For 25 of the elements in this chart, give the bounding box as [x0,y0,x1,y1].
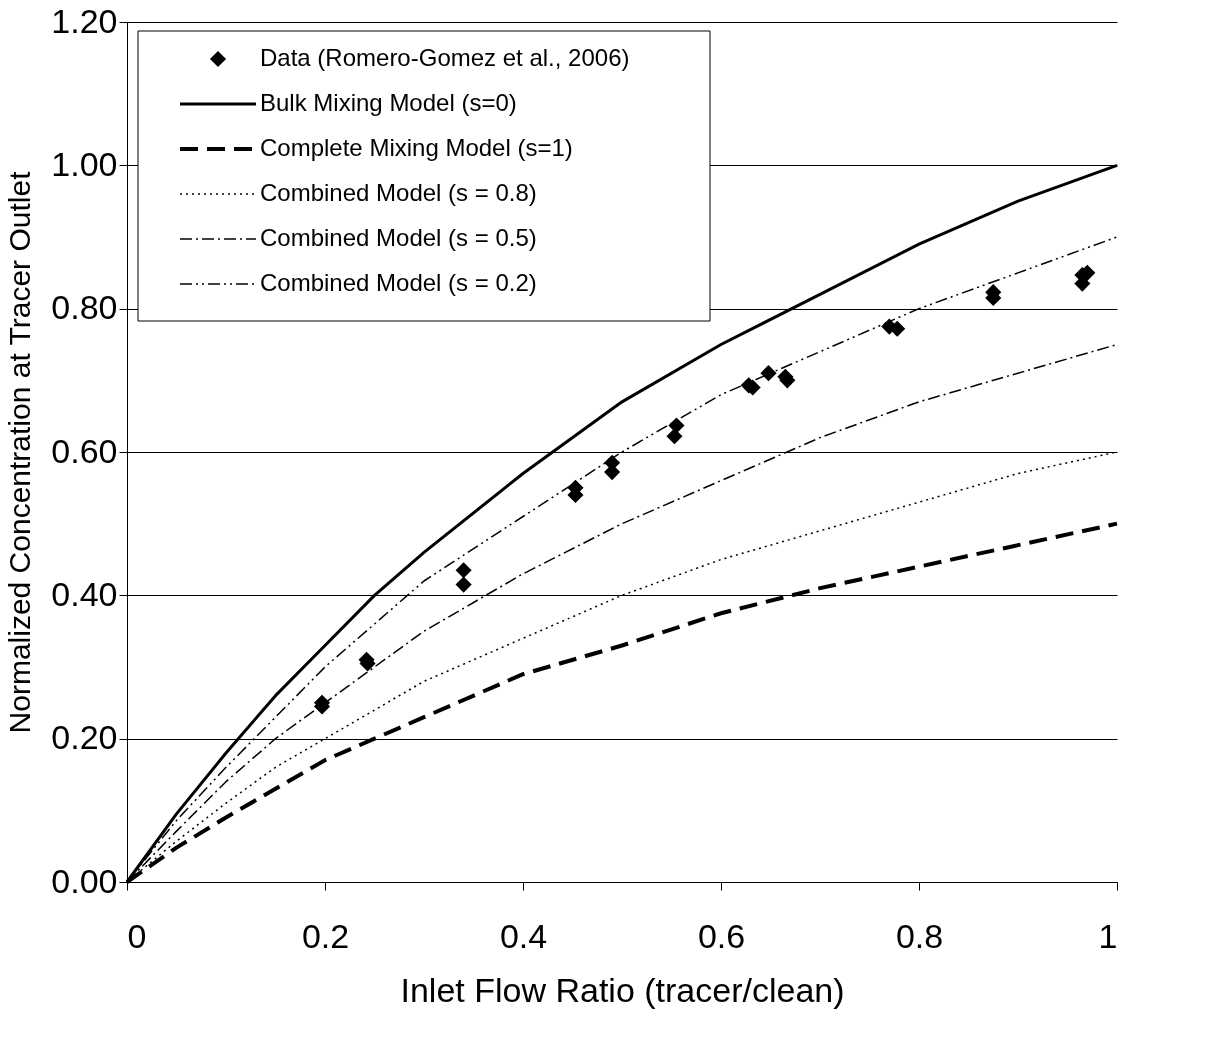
x-tick-label: 0 [127,916,147,955]
x-tick-label: 0.2 [301,916,350,955]
point [455,562,472,579]
legend-label: Combined Model (s = 0.8) [260,179,537,206]
legend-label: Complete Mixing Model (s=1) [260,134,573,161]
legend-label: Combined Model (s = 0.5) [260,224,537,251]
x-tick-label: 0.4 [499,916,548,955]
y-tick-label: 0.80 [51,288,118,327]
y-tick-label: 0.20 [51,718,118,757]
x-tick-label: 0.8 [895,916,944,955]
y-tick-label: 1.20 [51,1,118,40]
legend-label: Combined Model (s = 0.2) [260,269,537,296]
y-tick-label: 0.60 [51,431,118,470]
point [455,576,472,593]
x-tick-label: 0.6 [697,916,746,955]
y-tick-label: 1.00 [51,144,118,183]
x-tick-label: 1 [1098,916,1118,955]
x-axis-title: Inlet Flow Ratio (tracer/clean) [400,970,845,1009]
y-tick-label: 0.00 [51,861,118,900]
y-axis-title: Normalized Concentration at Tracer Outlet [3,170,37,734]
legend-label: Data (Romero-Gomez et al., 2006) [260,44,630,71]
y-tick-label: 0.40 [51,574,118,613]
point [760,365,777,382]
point [668,417,685,434]
legend-label: Bulk Mixing Model (s=0) [260,89,517,116]
